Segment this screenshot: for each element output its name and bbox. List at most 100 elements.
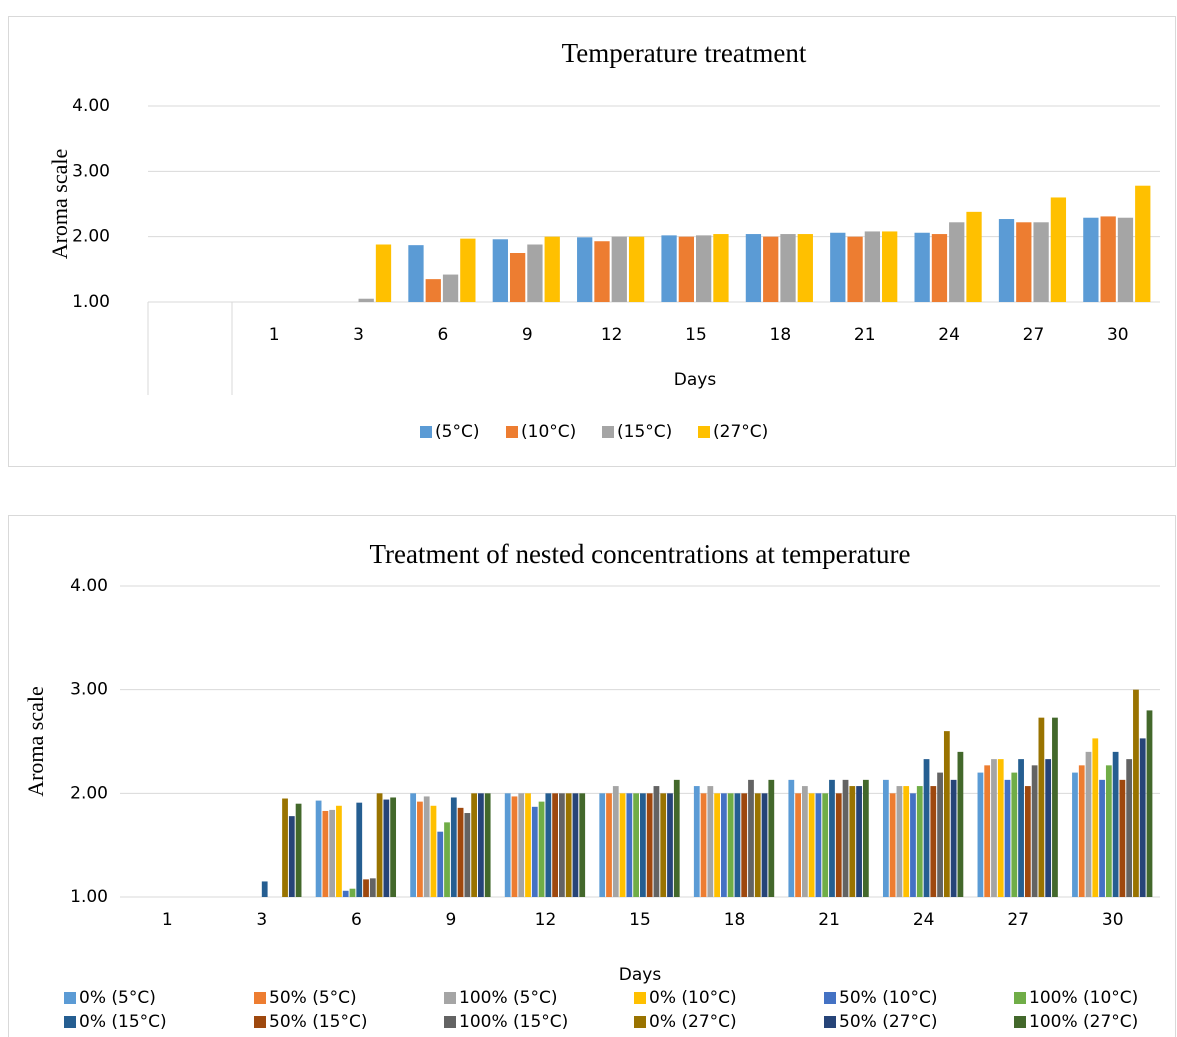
bar [700, 793, 707, 897]
bar [849, 786, 856, 897]
bar [768, 779, 775, 897]
bar [430, 805, 437, 897]
bar [714, 793, 720, 897]
bar [336, 805, 342, 897]
bar [599, 793, 606, 897]
bar [822, 793, 829, 897]
x-tick-label: 18 [724, 910, 746, 930]
chart-title: Treatment of nested concentrations at te… [369, 539, 910, 569]
x-tick-label: 24 [938, 325, 960, 345]
bar [626, 793, 633, 897]
bar [923, 759, 930, 897]
legend-label: (10°C) [521, 422, 576, 442]
bar [660, 793, 667, 897]
bar [423, 796, 430, 897]
bar [504, 793, 511, 897]
bar [460, 238, 476, 302]
bar [492, 239, 508, 302]
bar [1078, 765, 1085, 897]
x-tick-label: 1 [162, 910, 173, 930]
bar [937, 772, 943, 897]
bar [707, 786, 714, 897]
bar [720, 793, 727, 897]
bar [261, 881, 268, 897]
legend-label: (27°C) [713, 422, 768, 442]
bar [450, 797, 457, 897]
bar [748, 779, 754, 897]
bar [1126, 759, 1133, 897]
bar [842, 779, 849, 897]
bar [815, 793, 822, 897]
x-tick-label: 30 [1102, 910, 1124, 930]
bar [1072, 772, 1078, 897]
bar [1100, 216, 1116, 302]
bar [349, 888, 356, 897]
legend-label: 100% (27°C) [1029, 1012, 1138, 1032]
bar [410, 793, 417, 897]
bar [464, 813, 471, 897]
legend-label: 0% (5°C) [79, 988, 156, 1008]
bar [315, 800, 322, 897]
bar [442, 274, 459, 302]
bar [801, 786, 808, 897]
bar [1119, 779, 1126, 897]
bar [358, 298, 374, 302]
bar [1083, 217, 1099, 302]
bar [991, 759, 997, 897]
bar [882, 779, 889, 897]
bar [572, 793, 579, 897]
bar [612, 786, 619, 897]
x-tick-label: 24 [913, 910, 935, 930]
bar [1139, 738, 1146, 897]
bar [914, 232, 930, 302]
bar [538, 801, 545, 897]
bar [594, 241, 610, 302]
legend-label: 0% (27°C) [649, 1012, 737, 1032]
y-tick-label: 1.00 [72, 292, 110, 312]
legend-swatch [254, 1016, 266, 1028]
bar [949, 222, 965, 302]
bar [1117, 217, 1134, 302]
x-tick-label: 3 [353, 325, 364, 345]
legend-swatch [602, 426, 614, 438]
bar [797, 234, 813, 302]
x-tick-label: 3 [256, 910, 267, 930]
bar [509, 253, 526, 302]
legend-label: 50% (15°C) [269, 1012, 367, 1032]
legend-swatch [254, 992, 266, 1004]
bar [931, 234, 948, 302]
bar [545, 793, 552, 897]
legend-swatch [64, 1016, 76, 1028]
chart-title: Temperature treatment [562, 38, 807, 68]
x-tick-label: 9 [522, 325, 533, 345]
bar [525, 793, 531, 897]
legend-label: 50% (27°C) [839, 1012, 937, 1032]
bar [511, 796, 518, 897]
bar [552, 793, 559, 897]
x-tick-label: 21 [854, 325, 876, 345]
bar [741, 793, 748, 897]
bar [1024, 786, 1031, 897]
y-tick-label: 3.00 [70, 680, 108, 700]
bar [646, 793, 653, 897]
bar [369, 878, 376, 897]
bar [484, 793, 491, 897]
bar [425, 279, 441, 302]
bar [282, 798, 288, 897]
bar [628, 236, 645, 302]
bar [667, 793, 673, 897]
legend-swatch [634, 992, 646, 1004]
bar [1146, 710, 1153, 897]
bar [1004, 779, 1011, 897]
bar [1050, 197, 1067, 302]
bar [577, 237, 593, 302]
legend-swatch [444, 1016, 456, 1028]
legend-label: (15°C) [617, 422, 672, 442]
bar [1031, 765, 1038, 897]
bar [376, 793, 383, 897]
bar [788, 779, 795, 897]
bar [329, 809, 336, 897]
legend-swatch [444, 992, 456, 1004]
